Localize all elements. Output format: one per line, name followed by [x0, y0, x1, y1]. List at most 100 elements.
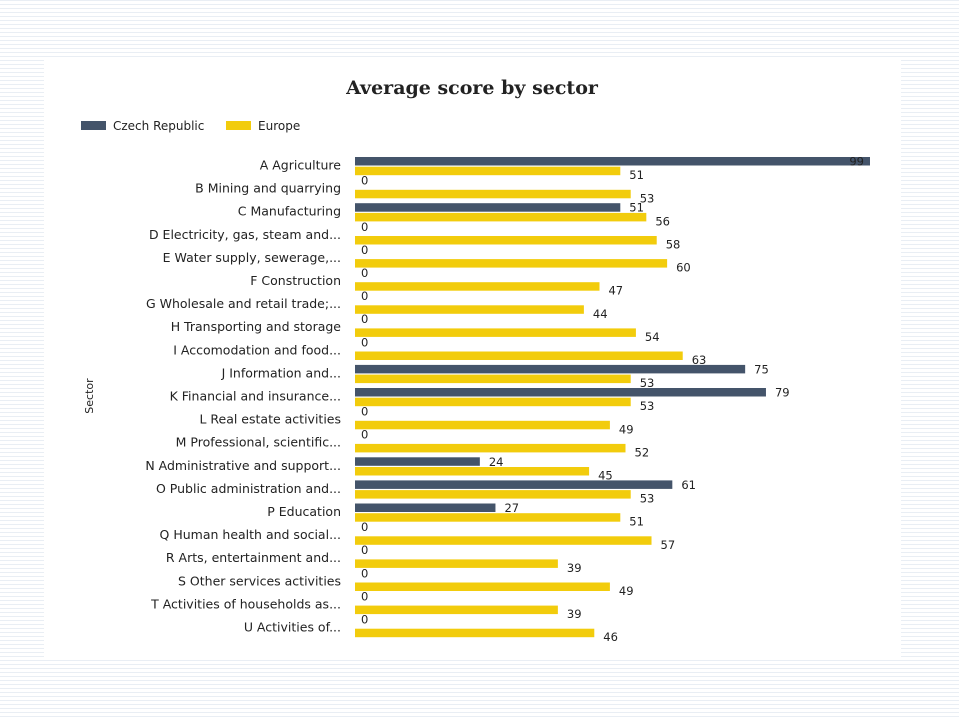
bar-europe: [355, 420, 610, 430]
value-label-europe: 56: [655, 214, 670, 228]
value-label-europe: 52: [635, 445, 650, 459]
legend-swatch-czech-republic: [81, 121, 106, 130]
category-label: N Administrative and support...: [145, 458, 341, 473]
category-label: L Real estate activities: [199, 412, 341, 427]
value-label-czech-republic: 0: [361, 289, 368, 303]
bar-europe: [355, 236, 657, 245]
value-label-europe: 51: [629, 168, 644, 182]
bar-europe: [355, 467, 590, 476]
value-label-czech-republic: 0: [361, 174, 368, 188]
bar-czech-republic: [355, 503, 496, 512]
bar-europe: [355, 513, 621, 522]
value-label-czech-republic: 0: [361, 520, 368, 534]
value-label-czech-republic: 0: [361, 335, 368, 349]
value-label-europe: 45: [598, 469, 613, 483]
bar-europe: [355, 189, 631, 199]
value-label-europe: 53: [640, 376, 655, 390]
bar-europe: [355, 443, 626, 453]
value-label-czech-republic: 0: [361, 428, 368, 442]
category-label: S Other services activities: [178, 573, 341, 588]
y-axis-label: Sector: [83, 378, 96, 414]
value-label-czech-republic: 0: [361, 543, 368, 557]
value-label-czech-republic: 51: [629, 201, 644, 215]
category-label: F Construction: [250, 273, 341, 288]
category-label: J Information and...: [221, 365, 341, 380]
value-label-czech-republic: 27: [504, 501, 519, 515]
bar-europe: [355, 582, 610, 591]
category-label: Q Human health and social...: [160, 527, 341, 542]
bars: [355, 157, 870, 638]
legend-swatch-europe: [226, 121, 251, 130]
legend-label-europe: Europe: [258, 119, 300, 133]
value-label-europe: 39: [567, 607, 582, 621]
value-label-czech-republic: 0: [361, 220, 368, 234]
value-label-europe: 46: [603, 630, 618, 644]
chart: Average score by sector Sector Czech Rep…: [81, 77, 870, 645]
bar-europe: [355, 628, 595, 638]
bar-europe: [355, 328, 636, 337]
bar-czech-republic: [355, 457, 480, 466]
value-label-europe: 63: [692, 353, 707, 367]
category-label: O Public administration and...: [156, 481, 341, 496]
value-label-czech-republic: 0: [361, 589, 368, 603]
category-label: G Wholesale and retail trade;...: [146, 296, 341, 311]
value-label-czech-republic: 24: [489, 455, 504, 469]
category-label: T Activities of households as...: [150, 596, 341, 611]
legend: Czech Republic Europe: [81, 119, 300, 133]
category-label: H Transporting and storage: [171, 319, 342, 334]
value-label-czech-republic: 75: [754, 362, 769, 376]
bar-europe: [355, 212, 647, 222]
value-label-czech-republic: 0: [361, 566, 368, 580]
category-label: P Education: [267, 504, 341, 519]
value-label-czech-republic: 0: [361, 613, 368, 627]
value-label-europe: 53: [640, 191, 655, 205]
bar-europe: [355, 259, 668, 268]
value-label-czech-republic: 61: [681, 478, 696, 492]
legend-label-czech-republic: Czech Republic: [113, 119, 204, 133]
value-label-europe: 49: [619, 422, 634, 436]
category-label: U Activities of...: [244, 620, 341, 635]
value-label-czech-republic: 0: [361, 266, 368, 280]
bar-europe: [355, 282, 600, 291]
value-label-europe: 53: [640, 492, 655, 506]
bar-europe: [355, 605, 558, 615]
category-label: E Water supply, sewerage,...: [163, 250, 341, 265]
category-labels: A Agriculture B Mining and quarrying C Man…: [145, 158, 341, 635]
value-label-czech-republic: 0: [361, 243, 368, 257]
category-label: K Financial and insurance...: [170, 389, 341, 404]
bar-europe: [355, 166, 621, 176]
category-label: A Agriculture: [260, 158, 342, 173]
bar-europe: [355, 397, 631, 407]
category-label: R Arts, entertainment and...: [166, 550, 341, 565]
value-label-europe: 58: [666, 238, 681, 252]
value-label-europe: 49: [619, 584, 634, 598]
bar-czech-republic: [355, 388, 766, 397]
category-label: B Mining and quarrying: [195, 181, 341, 196]
bar-europe: [355, 305, 584, 314]
category-label: C Manufacturing: [238, 204, 341, 219]
value-label-europe: 57: [661, 538, 676, 552]
value-label-czech-republic: 0: [361, 312, 368, 326]
bar-czech-republic: [355, 203, 621, 212]
bar-europe: [355, 351, 683, 360]
value-label-czech-republic: 79: [775, 386, 790, 400]
value-label-czech-republic: 0: [361, 405, 368, 419]
slide-frame: Average score by sector Sector Czech Rep…: [44, 60, 901, 658]
chart-title: Average score by sector: [345, 77, 599, 99]
bar-europe: [355, 536, 652, 545]
value-label-europe: 60: [676, 261, 691, 275]
value-label-europe: 44: [593, 307, 608, 321]
bar-czech-republic: [355, 364, 746, 374]
value-label-czech-republic: 99: [849, 155, 864, 169]
value-label-europe: 51: [629, 515, 644, 529]
value-labels: 9951053515605806004704405406375537953049…: [361, 155, 864, 645]
bar-europe: [355, 490, 631, 499]
category-label: I Accomodation and food...: [173, 342, 341, 357]
bar-europe: [355, 374, 631, 384]
value-label-europe: 53: [640, 399, 655, 413]
value-label-europe: 47: [608, 284, 623, 298]
category-label: D Electricity, gas, steam and...: [149, 227, 341, 242]
bar-czech-republic: [355, 157, 870, 166]
value-label-europe: 54: [645, 330, 660, 344]
bar-czech-republic: [355, 480, 673, 489]
